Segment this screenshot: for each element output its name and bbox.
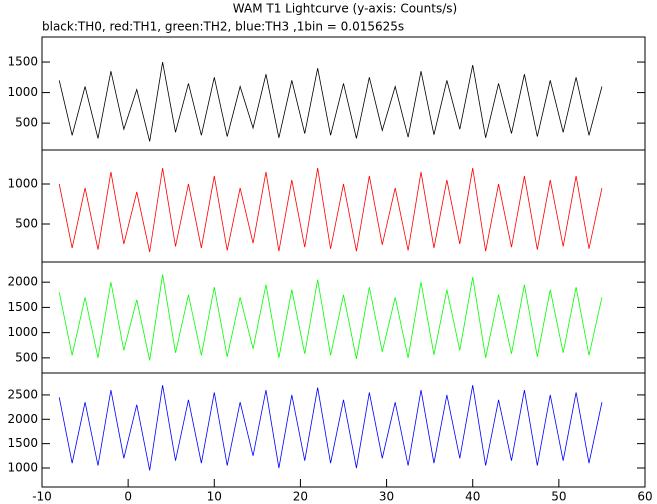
x-tick-label: 60 bbox=[637, 490, 652, 504]
panel-frame bbox=[41, 36, 646, 151]
y-tick-label: 1000 bbox=[7, 325, 38, 339]
y-tick-label: 1000 bbox=[7, 177, 38, 191]
panel-frame bbox=[41, 149, 646, 263]
light-curve bbox=[58, 61, 603, 142]
chart-title: WAM T1 Lightcurve (y-axis: Counts/s) bbox=[233, 2, 457, 16]
y-tick-label: 2000 bbox=[7, 412, 38, 426]
y-tick-label: 1500 bbox=[7, 55, 38, 69]
x-tick-label: 40 bbox=[465, 490, 480, 504]
x-tick-label: 30 bbox=[379, 490, 394, 504]
y-tick-label: 500 bbox=[15, 217, 38, 231]
y-tick-label: 1000 bbox=[7, 461, 38, 475]
x-tick-label: 0 bbox=[124, 490, 132, 504]
x-tick-label: 10 bbox=[207, 490, 222, 504]
panel-frame bbox=[41, 372, 646, 488]
light-curve bbox=[58, 274, 603, 361]
chart-subtitle: black:TH0, red:TH1, green:TH2, blue:TH3 … bbox=[42, 20, 404, 34]
y-tick-label: 500 bbox=[15, 350, 38, 364]
y-tick-label: 2500 bbox=[7, 387, 38, 401]
light-curve bbox=[58, 385, 603, 471]
y-tick-label: 500 bbox=[15, 116, 38, 130]
y-tick-label: 1000 bbox=[7, 85, 38, 99]
x-tick-label: 50 bbox=[551, 490, 566, 504]
y-tick-label: 2000 bbox=[7, 275, 38, 289]
light-curve bbox=[58, 167, 603, 253]
x-tick-label: 20 bbox=[293, 490, 308, 504]
y-tick-label: 1500 bbox=[7, 300, 38, 314]
x-tick-label: -10 bbox=[32, 490, 52, 504]
y-tick-label: 1500 bbox=[7, 436, 38, 450]
